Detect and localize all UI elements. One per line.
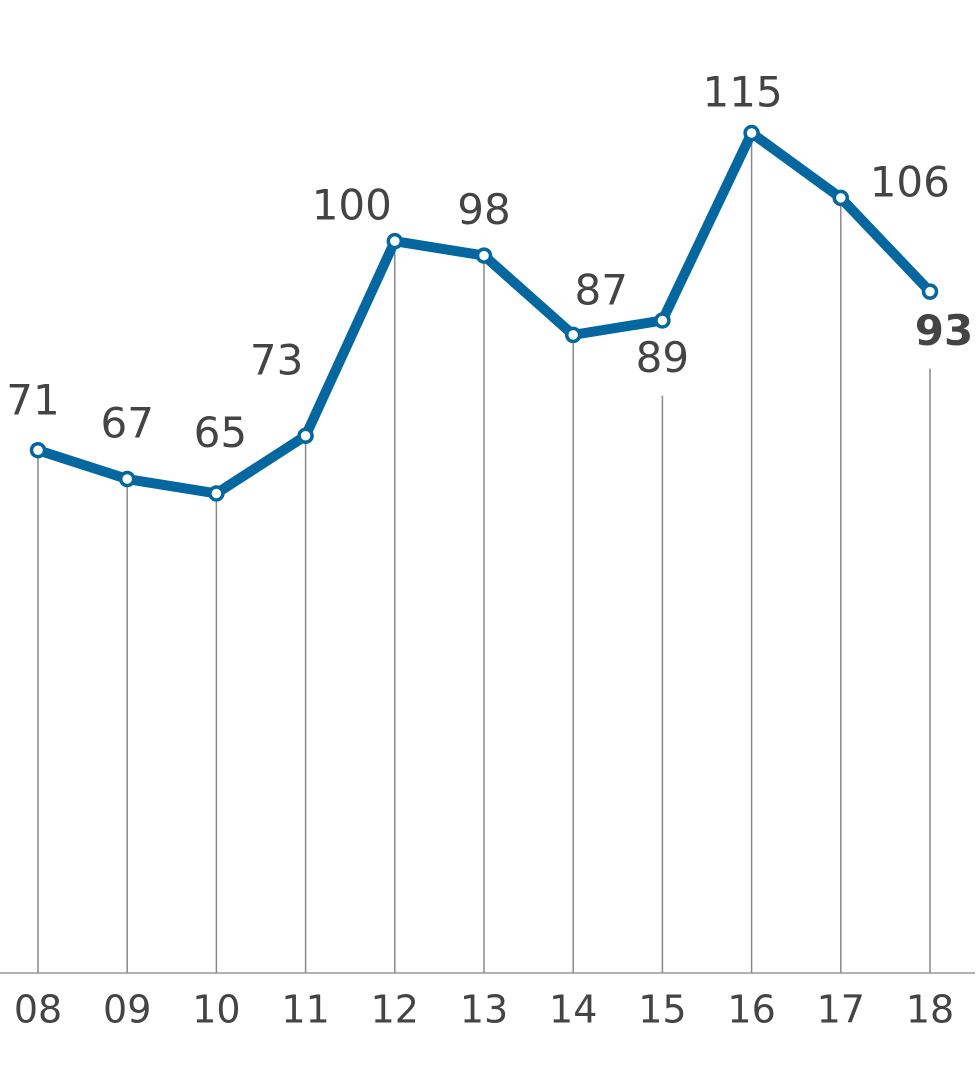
- value-label: 93: [915, 306, 973, 355]
- point: [921, 283, 939, 300]
- x-tick-label: 13: [460, 988, 508, 1032]
- point: [208, 485, 225, 502]
- value-label: 65: [194, 408, 247, 457]
- value-label: 71: [6, 376, 59, 425]
- value-label: 115: [703, 68, 783, 117]
- point: [118, 470, 136, 488]
- x-tick-label: 09: [103, 988, 151, 1032]
- x-tick-label: 17: [817, 988, 865, 1032]
- value-label: 67: [100, 399, 153, 448]
- value-label: 87: [574, 265, 627, 314]
- point: [475, 247, 493, 264]
- x-tick-label: 11: [281, 988, 329, 1032]
- point: [297, 427, 314, 445]
- point: [832, 189, 850, 207]
- point: [386, 232, 404, 250]
- value-label: 89: [636, 333, 689, 382]
- value-label: 100: [312, 181, 392, 230]
- x-tick-label: 18: [906, 988, 954, 1032]
- x-tick-label: 08: [14, 988, 62, 1032]
- x-tick-label: 16: [727, 988, 775, 1032]
- value-label: 106: [870, 157, 950, 206]
- x-tick-label: 14: [549, 988, 597, 1032]
- value-label: 73: [250, 335, 303, 384]
- point: [743, 124, 760, 142]
- point: [29, 441, 47, 459]
- point: [654, 312, 671, 329]
- x-tick-label: 15: [638, 988, 686, 1032]
- point: [564, 326, 582, 344]
- x-tick-label: 10: [192, 988, 240, 1032]
- value-label: 98: [457, 185, 510, 234]
- x-tick-label: 12: [371, 988, 419, 1032]
